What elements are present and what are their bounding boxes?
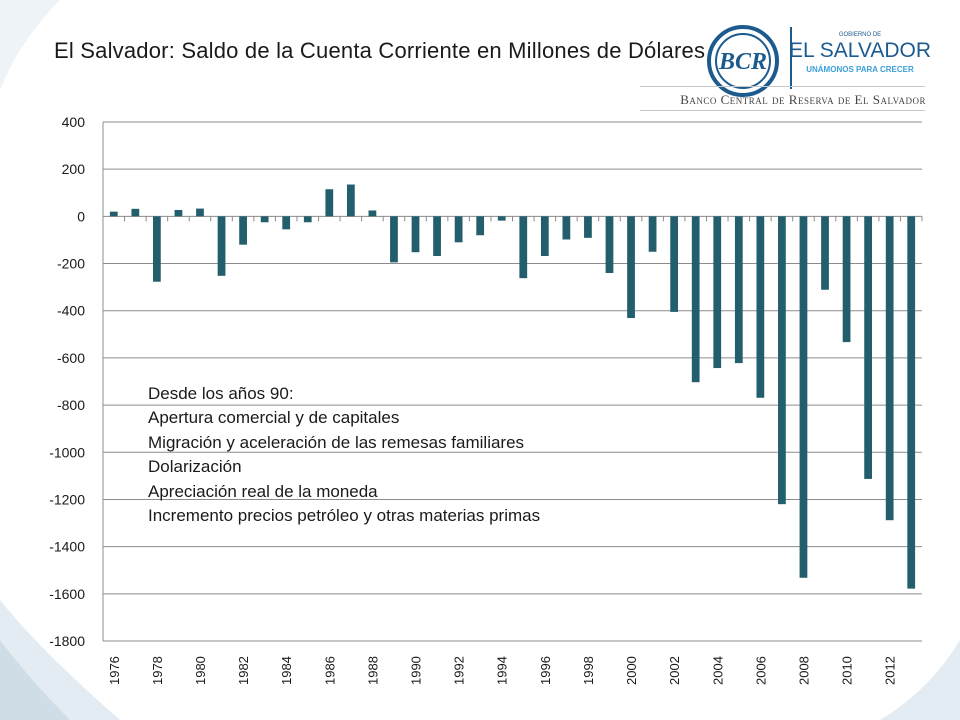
annotation-box: Desde los años 90: Apertura comercial y …: [148, 382, 540, 528]
x-tick-label: 1994: [495, 656, 510, 685]
bar-1991: [433, 216, 441, 256]
annotation-line: Dolarización: [148, 457, 242, 477]
x-tick-label: 2006: [753, 656, 768, 685]
bar-1996: [540, 216, 549, 256]
bar-1995: [519, 216, 528, 279]
y-tick-label: -800: [57, 397, 85, 413]
bcr-seal-icon: BCR: [707, 25, 779, 97]
bar-1988: [368, 210, 377, 217]
y-tick-label: -400: [57, 303, 85, 319]
bar-2005: [734, 216, 743, 364]
logo-divider: [790, 27, 792, 89]
y-tick-label: -200: [57, 256, 85, 272]
bar-2009: [821, 216, 829, 290]
x-tick-labels: 1976 1978 1980 1982 1984 1986 1988 1990 1992 1994…: [107, 656, 898, 685]
y-tick-label: 0: [77, 208, 85, 224]
x-tick-label: 1998: [581, 656, 596, 685]
bar-2007: [778, 216, 786, 505]
y-tick-label: -1800: [49, 633, 85, 649]
bar-1981: [217, 216, 226, 276]
x-tick-label: 1982: [236, 656, 251, 685]
swoosh-bottom-right: [880, 640, 960, 720]
bar-1978: [153, 216, 161, 282]
x-tick-label: 2010: [840, 656, 855, 685]
x-tick-label: 2008: [796, 656, 811, 685]
bar-2010: [842, 216, 851, 343]
logo-rule-bottom: [640, 110, 925, 111]
axes: [102, 122, 923, 641]
bar-2001: [648, 216, 657, 252]
y-tick-label: -1000: [49, 444, 85, 460]
bar-2011: [864, 216, 872, 479]
bar-2006: [756, 216, 765, 398]
bar-1999: [605, 216, 614, 273]
y-tick-labels: 400 200 0 -200 -400 -600 -800 -1000 -1200 -1400 -1…: [49, 114, 85, 649]
bar-1987: [346, 184, 355, 217]
x-tick-label: 2002: [667, 656, 682, 685]
x-tick-label: 2012: [883, 656, 898, 685]
bars: [109, 184, 916, 589]
bar-2008: [799, 216, 808, 578]
bar-1983: [260, 216, 269, 223]
bar-2000: [627, 216, 635, 319]
bar-2004: [713, 216, 722, 369]
bar-1977: [131, 208, 140, 217]
swoosh-bottom-left-inner: [0, 640, 70, 720]
y-tick-label: 400: [62, 114, 86, 130]
y-tick-label: -600: [57, 350, 85, 366]
annotation-line: Incremento precios petróleo y otras mate…: [148, 506, 541, 526]
bcr-logo: BCR GOBIERNO DE EL SALVADOR UNÁMONOS PAR…: [707, 25, 931, 97]
bar-1992: [454, 216, 463, 243]
bcr-seal-text: BCR: [718, 49, 767, 75]
y-tick-label: -1200: [49, 491, 85, 507]
swoosh-top-left: [0, 0, 60, 90]
bar-1979: [174, 209, 183, 217]
x-tick-label: 1984: [279, 656, 294, 685]
logo-country: EL SALVADOR: [789, 39, 931, 62]
annotation-line: Apreciación real de la moneda: [148, 481, 378, 501]
annotation-line: Migración y aceleración de las remesas f…: [148, 432, 525, 452]
y-tick-label: -1400: [49, 539, 85, 555]
bar-2002: [670, 216, 679, 312]
logo-gov-small: GOBIERNO DE: [839, 32, 881, 38]
bar-1997: [562, 216, 571, 240]
bar-1976: [109, 211, 118, 217]
logo-slogan: UNÁMONOS PARA CRECER: [806, 65, 914, 74]
x-tick-label: 2004: [710, 656, 725, 685]
x-tick-label: 1992: [452, 656, 467, 685]
bank-name: Banco Central de Reserva de El Salvador: [680, 92, 926, 107]
bar-1984: [282, 216, 291, 230]
bar-1990: [411, 216, 420, 253]
annotation-line: Apertura comercial y de capitales: [148, 408, 400, 428]
x-tick-label: 1996: [538, 656, 553, 685]
bar-1993: [476, 216, 485, 236]
bar-1985: [303, 216, 312, 223]
x-tick-label: 1988: [365, 656, 380, 685]
bar-1986: [325, 189, 334, 217]
x-tick-label: 2000: [624, 656, 639, 685]
y-tick-label: -1600: [49, 586, 85, 602]
x-tick-label: 1978: [150, 656, 165, 685]
bar-2003: [691, 216, 700, 383]
slide-title: El Salvador: Saldo de la Cuenta Corrient…: [54, 38, 706, 63]
bar-1989: [390, 216, 398, 263]
annotation-line: Desde los años 90:: [148, 384, 294, 403]
logo-rule-top: [640, 86, 925, 87]
bar-1982: [239, 216, 247, 245]
x-tick-label: 1990: [409, 656, 424, 685]
bar-2012: [885, 216, 894, 521]
x-tick-label: 1976: [107, 656, 122, 685]
bar-1994: [497, 216, 506, 221]
bar-1998: [584, 216, 592, 238]
bar-1980: [196, 208, 204, 217]
x-tick-label: 1980: [193, 656, 208, 685]
bar-2013: [907, 216, 916, 589]
y-tick-label: 200: [62, 161, 86, 177]
x-tick-label: 1986: [322, 656, 337, 685]
